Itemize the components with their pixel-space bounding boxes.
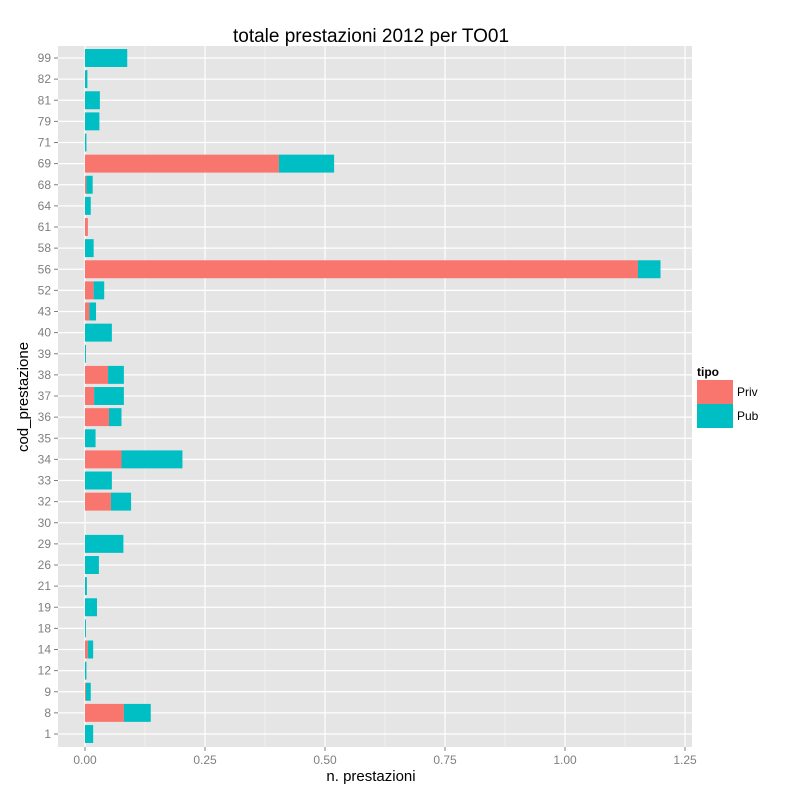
bar-priv-9: [85, 683, 86, 701]
bar-priv-52: [85, 281, 94, 299]
y-tick-label: 58: [38, 241, 52, 255]
y-tick-label: 40: [38, 326, 52, 340]
bar-pub-40: [85, 324, 112, 342]
chart-title: totale prestazioni 2012 per TO01: [233, 26, 509, 47]
y-axis: 1891214181921262930323334353637383940435…: [38, 51, 58, 741]
y-tick-label: 56: [38, 262, 52, 276]
y-tick-label: 36: [38, 410, 52, 424]
legend-key-pub: [697, 404, 733, 428]
bar-priv-34: [85, 450, 121, 468]
bar-pub-79: [85, 112, 99, 130]
bar-priv-56: [85, 260, 638, 278]
bar-pub-29: [85, 535, 123, 553]
legend: tipo Priv Pub: [697, 365, 759, 428]
y-tick-label: 1: [44, 727, 51, 741]
y-tick-label: 26: [38, 558, 52, 572]
y-tick-label: 14: [38, 643, 52, 657]
bar-pub-26: [85, 556, 99, 574]
bar-pub-8: [124, 704, 151, 722]
y-tick-label: 38: [38, 368, 52, 382]
x-tick-label: 0.25: [193, 753, 217, 767]
x-tick-label: 0.75: [433, 753, 457, 767]
x-axis-title: n. prestazioni: [326, 768, 415, 785]
y-tick-label: 61: [38, 220, 52, 234]
bar-priv-14: [85, 641, 88, 659]
y-tick-label: 34: [38, 452, 52, 466]
bar-pub-68: [86, 176, 92, 194]
y-tick-label: 33: [38, 474, 52, 488]
y-tick-label: 35: [38, 431, 52, 445]
y-tick-label: 64: [38, 199, 52, 213]
y-tick-label: 39: [38, 347, 52, 361]
bar-pub-21: [85, 577, 87, 595]
bar-pub-37: [94, 387, 124, 405]
bar-priv-37: [85, 387, 94, 405]
y-tick-label: 52: [38, 283, 52, 297]
y-tick-label: 12: [38, 664, 52, 678]
bar-pub-82: [85, 70, 87, 88]
bar-priv-36: [85, 408, 109, 426]
bar-priv-61: [85, 218, 88, 236]
legend-key-priv: [697, 380, 733, 404]
bar-pub-71: [85, 134, 86, 152]
bar-priv-43: [85, 303, 89, 321]
x-tick-label: 0.50: [313, 753, 337, 767]
y-tick-label: 68: [38, 178, 52, 192]
y-tick-label: 43: [38, 305, 52, 319]
bar-pub-33: [85, 472, 112, 490]
bar-priv-38: [85, 366, 108, 384]
bar-pub-56: [638, 260, 661, 278]
bar-pub-19: [85, 598, 97, 616]
bar-pub-39: [85, 345, 86, 363]
legend-title: tipo: [697, 365, 719, 379]
y-tick-label: 71: [38, 136, 52, 150]
bar-pub-43: [89, 303, 96, 321]
bar-priv-32: [85, 493, 111, 511]
bar-pub-58: [85, 239, 94, 257]
y-tick-label: 37: [38, 389, 52, 403]
bar-pub-12: [85, 662, 86, 680]
y-tick-label: 32: [38, 495, 52, 509]
bar-pub-52: [94, 281, 105, 299]
y-tick-label: 9: [44, 685, 51, 699]
bar-pub-35: [85, 429, 96, 447]
bar-pub-69: [279, 155, 334, 173]
y-tick-label: 29: [38, 537, 52, 551]
y-tick-label: 21: [38, 579, 52, 593]
x-tick-label: 1.00: [553, 753, 577, 767]
x-tick-label: 0.00: [73, 753, 97, 767]
y-tick-label: 19: [38, 600, 52, 614]
y-tick-label: 81: [38, 93, 52, 107]
y-tick-label: 18: [38, 621, 52, 635]
bar-pub-36: [109, 408, 121, 426]
y-tick-label: 99: [38, 51, 52, 65]
bar-pub-34: [121, 450, 182, 468]
y-tick-label: 69: [38, 157, 52, 171]
bar-priv-8: [85, 704, 124, 722]
bar-pub-14: [88, 641, 93, 659]
y-tick-label: 8: [44, 706, 51, 720]
bar-priv-69: [85, 155, 279, 173]
bar-pub-32: [111, 493, 131, 511]
bar-pub-1: [85, 725, 93, 743]
bar-pub-18: [85, 619, 86, 637]
bar-pub-81: [85, 91, 100, 109]
bar-pub-9: [86, 683, 91, 701]
y-axis-title: cod_prestazione: [15, 342, 32, 452]
y-tick-label: 30: [38, 516, 52, 530]
bar-pub-38: [108, 366, 124, 384]
x-axis: 0.00 0.25 0.50 0.75 1.00 1.25: [73, 747, 697, 767]
legend-label-priv: Priv: [737, 385, 758, 399]
bar-pub-64: [85, 197, 91, 215]
legend-label-pub: Pub: [737, 409, 759, 423]
y-tick-label: 79: [38, 114, 52, 128]
bar-priv-68: [85, 176, 86, 194]
y-tick-label: 82: [38, 72, 52, 86]
x-tick-label: 1.25: [673, 753, 697, 767]
bar-pub-99: [85, 49, 127, 67]
